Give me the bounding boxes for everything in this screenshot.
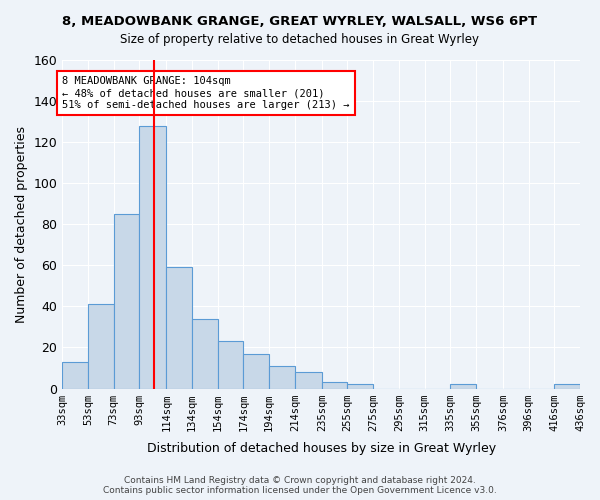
Bar [554, 384, 580, 388]
Text: Contains HM Land Registry data © Crown copyright and database right 2024.
Contai: Contains HM Land Registry data © Crown c… [103, 476, 497, 495]
Bar [192, 318, 218, 388]
Bar [269, 366, 295, 388]
Text: 8, MEADOWBANK GRANGE, GREAT WYRLEY, WALSALL, WS6 6PT: 8, MEADOWBANK GRANGE, GREAT WYRLEY, WALS… [62, 15, 538, 28]
Y-axis label: Number of detached properties: Number of detached properties [15, 126, 28, 323]
Bar [450, 384, 476, 388]
Bar [347, 384, 373, 388]
Bar [218, 342, 244, 388]
X-axis label: Distribution of detached houses by size in Great Wyrley: Distribution of detached houses by size … [146, 442, 496, 455]
Text: Size of property relative to detached houses in Great Wyrley: Size of property relative to detached ho… [121, 32, 479, 46]
Bar [295, 372, 322, 388]
Bar [113, 214, 139, 388]
Bar [244, 354, 269, 388]
Bar [322, 382, 347, 388]
Bar [166, 268, 192, 388]
Bar [139, 126, 166, 388]
Text: 8 MEADOWBANK GRANGE: 104sqm
← 48% of detached houses are smaller (201)
51% of se: 8 MEADOWBANK GRANGE: 104sqm ← 48% of det… [62, 76, 350, 110]
Bar [88, 304, 113, 388]
Bar [62, 362, 88, 388]
